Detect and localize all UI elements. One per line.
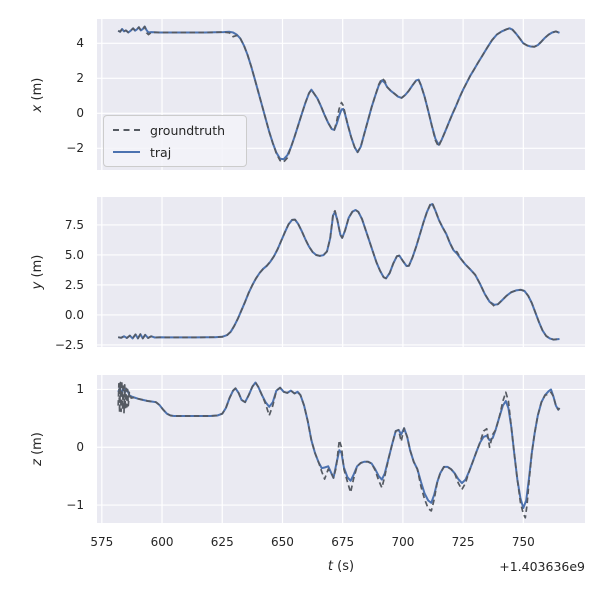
ytick-label: 5.0 <box>64 247 84 262</box>
axis-offset-text: +1.403636e9 <box>499 559 585 574</box>
subplot-y <box>97 197 585 347</box>
legend-label-groundtruth: groundtruth <box>150 122 226 138</box>
ylabel-z-unit: (m) <box>30 432 45 460</box>
ylabel-x-unit: (m) <box>30 77 45 105</box>
xtick-label: 625 <box>210 535 234 549</box>
ytick-label: −2 <box>66 141 84 156</box>
ytick-label: 2 <box>76 71 84 86</box>
ytick-label: 7.5 <box>64 217 84 232</box>
ylabel-z: z (m) <box>29 389 47 509</box>
ylabel-x: x (m) <box>29 35 47 155</box>
xtick-label: 600 <box>150 535 174 549</box>
subplot-z <box>97 375 585 523</box>
ylabel-z-var: z <box>30 459 45 466</box>
legend-item-traj: traj <box>113 141 237 163</box>
groundtruth-line <box>117 25 560 163</box>
ylabel-y-unit: (m) <box>30 254 45 282</box>
ytick-label: 0 <box>76 106 84 121</box>
xlabel-var: t <box>327 559 334 574</box>
dashed-line-sample <box>113 129 140 131</box>
ytick-label: −2.5 <box>54 337 84 352</box>
legend-label-traj: traj <box>150 144 172 160</box>
xtick-label: 725 <box>451 535 475 549</box>
groundtruth-line <box>118 201 560 341</box>
xtick-label: 650 <box>271 535 294 549</box>
legend-item-groundtruth: groundtruth <box>113 119 237 141</box>
xtick-label: 675 <box>331 535 355 549</box>
legend: groundtruth traj <box>103 115 247 167</box>
ytick-label: 4 <box>76 36 84 51</box>
groundtruth-line <box>117 379 561 519</box>
ytick-label: 1 <box>76 382 84 397</box>
ytick-label: −1 <box>66 498 84 513</box>
panel-background <box>97 375 585 523</box>
solid-line-sample <box>113 151 140 153</box>
xtick-label: 575 <box>90 535 114 549</box>
xtick-label: 750 <box>511 535 535 549</box>
ytick-label: 2.5 <box>64 277 84 292</box>
ylabel-y: y (m) <box>29 212 47 332</box>
ytick-label: 0.0 <box>64 307 84 322</box>
xtick-label: 700 <box>391 535 415 549</box>
xlabel-unit: (s) <box>333 559 355 574</box>
panel-background <box>97 197 585 347</box>
ylabel-x-var: x <box>30 104 45 113</box>
ylabel-y-var: y <box>30 281 45 290</box>
xlabel: t (s) <box>241 559 441 574</box>
ytick-label: 0 <box>76 440 84 455</box>
